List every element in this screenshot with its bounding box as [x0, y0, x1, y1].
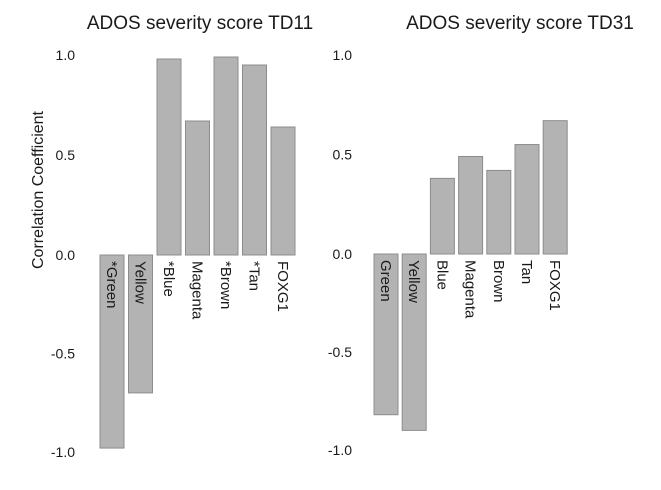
bar-label: FOXG1	[546, 260, 563, 311]
y-tick-label: -1.0	[51, 444, 75, 460]
y-tick-label: -0.5	[328, 344, 352, 360]
bars	[99, 56, 296, 449]
bar-label: Tan	[518, 260, 535, 284]
y-tick-label: -1.0	[328, 442, 352, 458]
bar-label: *Brown	[217, 261, 234, 309]
y-tick-label: 1.0	[333, 47, 353, 63]
y-tick-label: 0.0	[333, 246, 353, 262]
y-tick-label: 0.5	[56, 147, 76, 163]
bar-label: Brown	[490, 260, 507, 303]
bar	[514, 144, 540, 255]
y-ticks: 1.0 0.5 0.0 -0.5 -1.0	[328, 47, 352, 458]
bar-label: Yellow	[132, 261, 149, 304]
bar-label: Magenta	[462, 260, 479, 319]
bar	[270, 126, 296, 256]
bar	[99, 254, 125, 449]
bars	[373, 120, 568, 431]
bar-label: *Tan	[246, 261, 263, 291]
y-tick-label: -0.5	[51, 346, 75, 362]
bar	[156, 58, 182, 256]
bar	[401, 253, 427, 431]
bar	[213, 56, 239, 256]
chart-title: ADOS severity score TD31	[406, 13, 634, 34]
bar	[486, 169, 512, 255]
bar	[542, 120, 568, 255]
chart-panel-td31: ADOS severity score TD31 1.0 0.5 0.0 -0.5 -1…	[328, 13, 634, 458]
bar	[242, 64, 267, 256]
bar-label: Green	[377, 260, 394, 302]
y-axis-label: Correlation Coefficient	[30, 110, 47, 269]
bar	[429, 177, 455, 255]
y-ticks: 1.0 0.5 0.0 -0.5 -1.0	[51, 47, 75, 460]
bar-labels: *Green Yellow *Blue Magenta *Brown *Tan FOXG1	[103, 261, 291, 320]
bar	[128, 254, 153, 394]
chart-title: ADOS severity score TD11	[87, 13, 313, 34]
bar-label: Magenta	[189, 261, 206, 320]
bar	[458, 155, 484, 255]
bar-label: Blue	[433, 260, 450, 290]
chart-panel-td11: ADOS severity score TD11 Correlation Coe…	[30, 13, 313, 460]
y-tick-label: 0.0	[56, 247, 76, 263]
bar-label: *Green	[103, 261, 120, 309]
bar	[373, 253, 399, 416]
bar	[185, 120, 210, 256]
bar-label: FOXG1	[274, 261, 291, 312]
bar-label: *Blue	[160, 261, 177, 297]
bar-labels: Green Yellow Blue Magenta Brown Tan FOXG1	[377, 260, 563, 319]
bar-label: Yellow	[405, 260, 422, 303]
y-tick-label: 0.5	[333, 147, 353, 163]
y-tick-label: 1.0	[56, 47, 76, 63]
